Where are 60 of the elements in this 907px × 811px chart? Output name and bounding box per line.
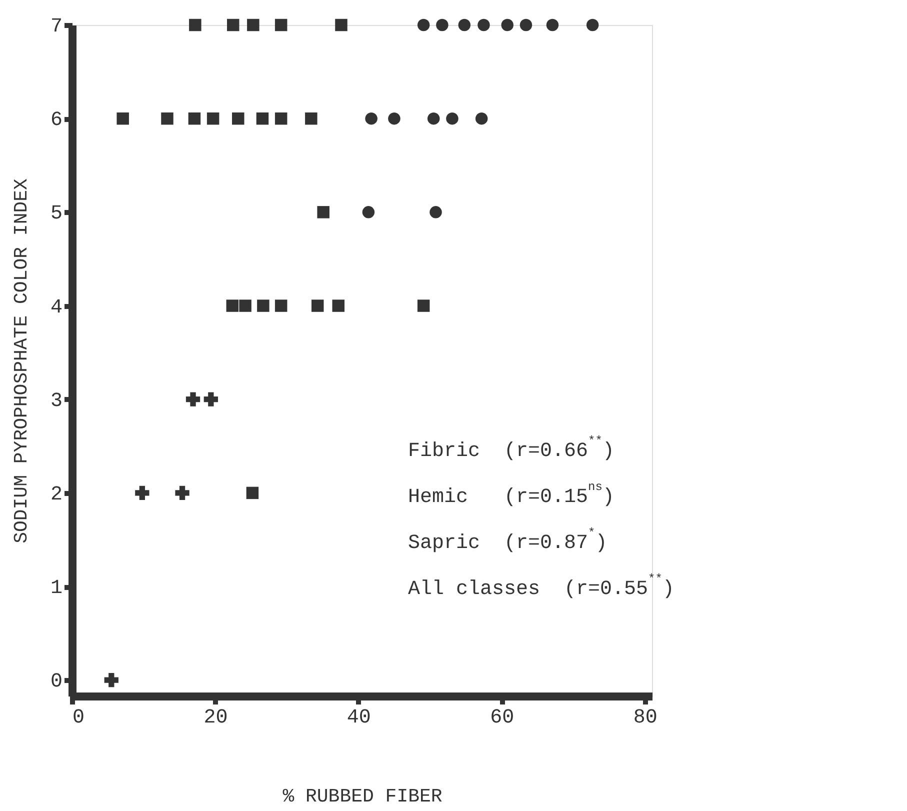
point	[161, 112, 174, 125]
point	[365, 112, 378, 125]
point	[226, 300, 239, 312]
y-tick-label: 0	[50, 670, 62, 694]
point	[188, 112, 201, 125]
y-tick-label: 3	[50, 390, 62, 413]
point	[417, 18, 430, 32]
y-tick-label: 5	[50, 202, 62, 226]
point	[116, 112, 129, 125]
y-tick-label: 4	[50, 296, 62, 320]
x-tick-label: 20	[204, 706, 228, 730]
y-tick-label: 7	[50, 16, 62, 38]
point	[332, 300, 344, 312]
point	[189, 18, 202, 32]
point	[274, 300, 288, 312]
annotation: All classes (r=0.55**)	[408, 572, 674, 601]
point	[586, 18, 599, 32]
point	[206, 112, 220, 125]
point	[436, 18, 448, 32]
annotation: Fibric (r=0.66**)	[408, 434, 614, 463]
point	[256, 112, 269, 125]
x-tick-label: 80	[633, 706, 658, 730]
point	[232, 112, 244, 125]
annotation: Sapric (r=0.87*)	[408, 526, 608, 555]
point	[362, 206, 375, 218]
point	[427, 112, 440, 125]
point	[186, 392, 200, 406]
y-tick-label: 1	[50, 577, 62, 600]
point	[274, 18, 288, 32]
point	[458, 18, 471, 32]
point	[305, 112, 318, 125]
y-axis-title: SODIUM PYROPHOSPHATE COLOR INDEX	[10, 178, 32, 544]
point	[501, 18, 514, 32]
point	[204, 392, 218, 406]
point	[430, 206, 442, 218]
point	[478, 18, 490, 32]
point	[475, 112, 488, 125]
point	[226, 18, 240, 32]
y-tick-label: 2	[50, 483, 62, 506]
point	[446, 112, 458, 125]
point	[335, 18, 348, 32]
point	[247, 18, 260, 32]
point	[417, 300, 430, 312]
point	[388, 112, 400, 125]
point	[274, 112, 288, 125]
point	[135, 486, 150, 500]
y-tick-label: 6	[50, 109, 62, 132]
point	[175, 486, 190, 500]
x-tick-label: 0	[72, 706, 85, 730]
point	[104, 673, 118, 688]
point	[257, 300, 270, 312]
x-tick-label: 60	[490, 706, 514, 730]
point	[520, 18, 532, 32]
point	[317, 206, 330, 218]
point	[246, 486, 259, 500]
x-axis-title: % RUBBED FIBER	[282, 786, 442, 808]
point	[311, 300, 324, 312]
point	[239, 300, 252, 312]
point	[546, 18, 559, 32]
x-tick-label: 40	[346, 706, 371, 730]
